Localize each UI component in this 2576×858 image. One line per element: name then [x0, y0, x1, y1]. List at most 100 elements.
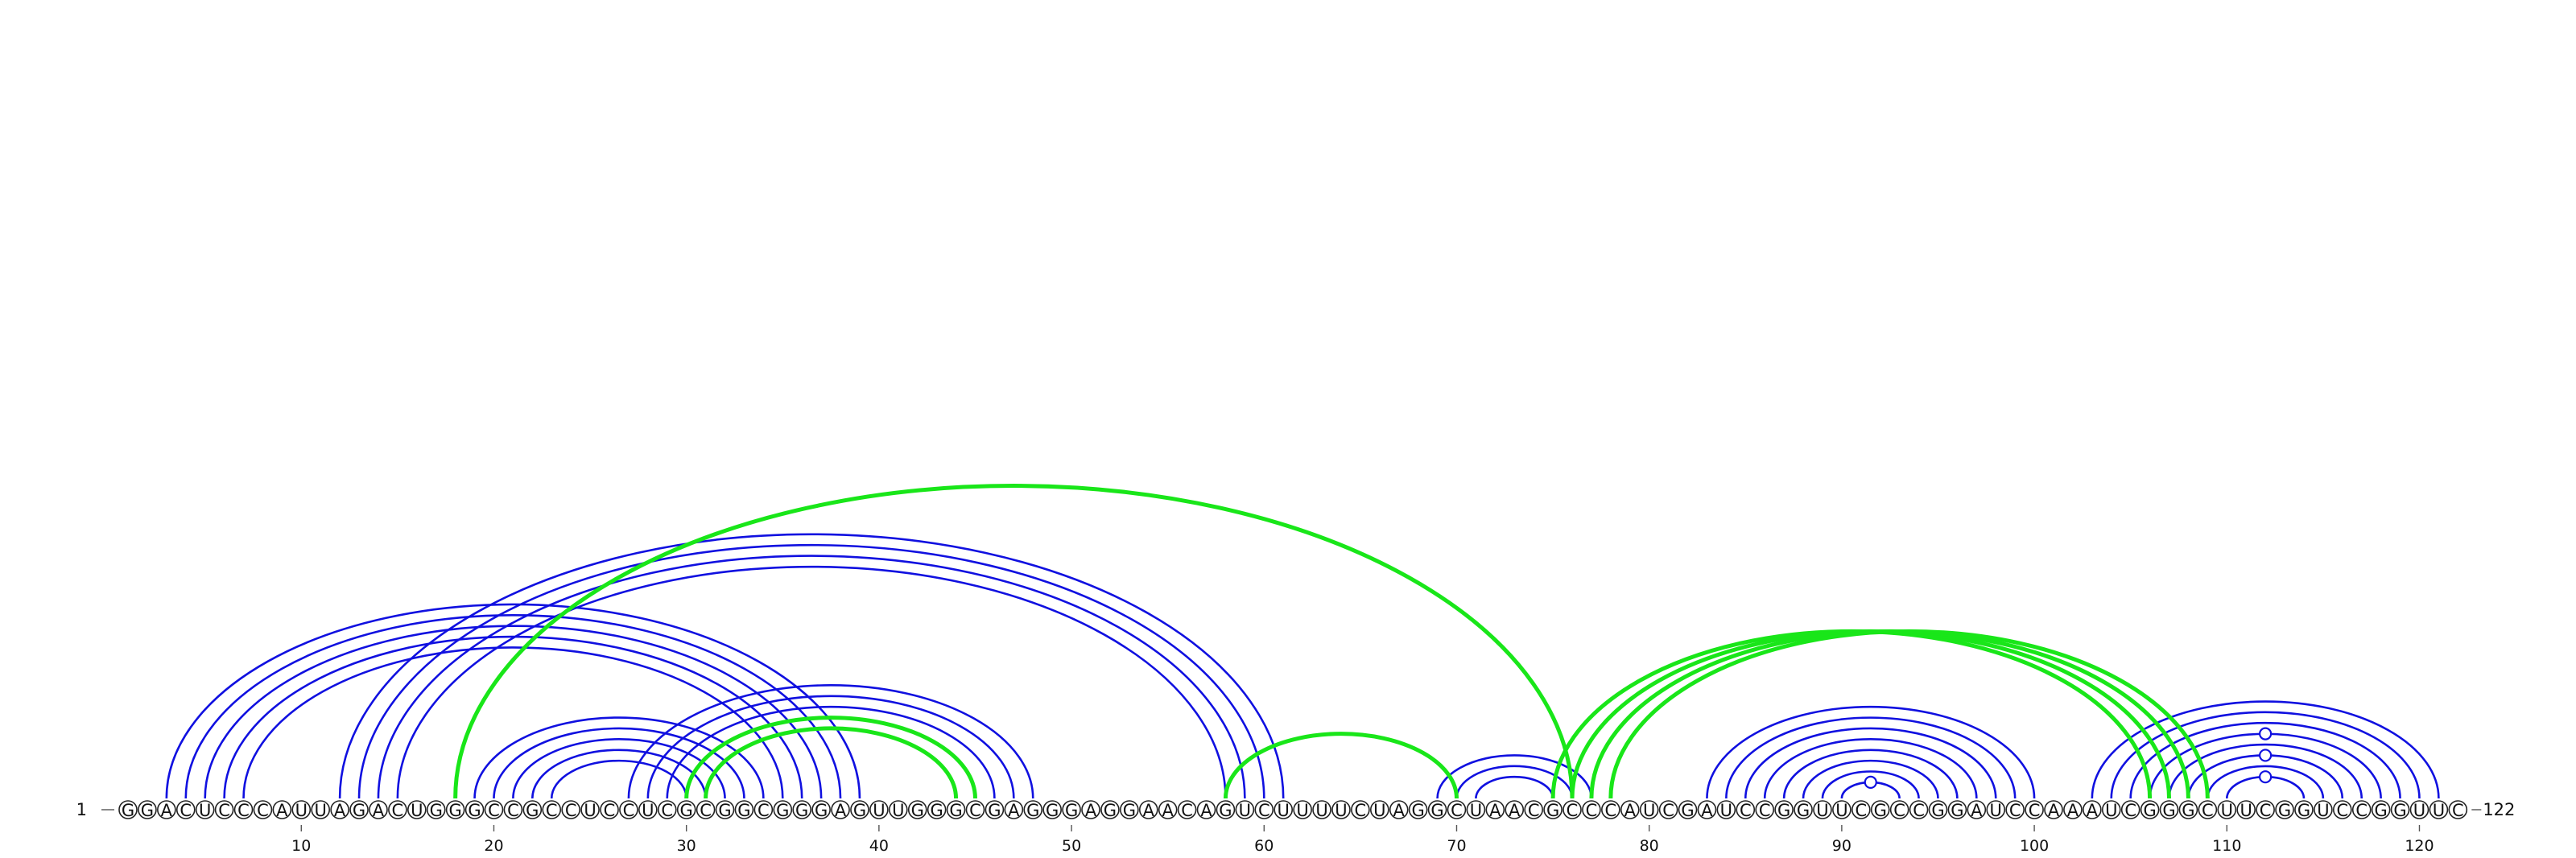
base-pair-arc: [1744, 727, 1997, 799]
nucleotide-letter: U: [1470, 801, 1482, 820]
nucleotide-letter: U: [642, 801, 654, 820]
nucleotide-circle: [2390, 800, 2410, 819]
nucleotide-letter: A: [1624, 801, 1637, 820]
sequence-end-label: 122: [2483, 800, 2515, 819]
nucleotide-circle: [291, 800, 312, 819]
nucleotide-letter: C: [392, 801, 404, 820]
nucleotide-letter: A: [1162, 801, 1174, 820]
nucleotide-letter: U: [2413, 801, 2425, 820]
base-pair-arc: [242, 646, 784, 799]
nucleotide-circle: [1601, 800, 1620, 819]
nucleotide-letter: C: [2029, 801, 2041, 820]
nucleotide-letter: G: [2162, 801, 2175, 820]
nucleotide-circle: [407, 800, 427, 819]
nucleotide-letter: C: [1258, 801, 1270, 820]
base-pair-arc: [1725, 716, 2017, 799]
base-pair-arc: [338, 533, 1285, 799]
nucleotide-circle: [464, 800, 485, 819]
nucleotide-circle: [1697, 800, 1717, 819]
nucleotide-letter: A: [2087, 801, 2099, 820]
nucleotide-letter: U: [295, 801, 308, 820]
nucleotide-letter: C: [2009, 801, 2021, 820]
base-pair-arc: [396, 565, 1227, 799]
nucleotide-letter: U: [1278, 801, 1290, 820]
nucleotide-circle: [484, 800, 504, 819]
tick-label: 30: [677, 837, 696, 855]
nucleotide-circle: [1293, 800, 1312, 819]
nucleotide-letter: U: [1990, 801, 2002, 820]
nucleotide-letter: C: [700, 801, 712, 820]
nucleotide-circle: [561, 800, 580, 819]
tick-label: 20: [484, 837, 503, 855]
nucleotide-letter: U: [584, 801, 596, 820]
sequence-start-label: 1: [76, 800, 87, 819]
nucleotide-circle: [2256, 800, 2275, 819]
nucleotide-letter: C: [1567, 801, 1579, 820]
nucleotide-circle: [869, 800, 889, 819]
nucleotide-letter: C: [237, 801, 250, 820]
base-pair-arc: [184, 614, 842, 799]
nucleotide-circle: [946, 800, 966, 819]
base-pair-arc: [2110, 711, 2421, 799]
alternative-pair-arc: [1570, 629, 2172, 799]
nucleotide-letter: G: [468, 801, 481, 820]
nucleotide-circle: [1909, 800, 1929, 819]
nucleotide-letter: G: [122, 801, 134, 820]
nucleotide-letter: G: [1951, 801, 1963, 820]
nucleotide-letter: G: [1411, 801, 1424, 820]
nucleotide-letter: G: [1123, 801, 1136, 820]
nucleotide-letter: U: [1315, 801, 1327, 820]
nucleotide-circle: [1100, 800, 1120, 819]
nucleotide-letter: U: [1239, 801, 1251, 820]
base-pair-arc: [1821, 770, 1920, 799]
nucleotide-circle: [792, 800, 812, 819]
nucleotide-letter: G: [1219, 801, 1232, 820]
nucleotide-circle: [233, 800, 254, 819]
nucleotide-letter: A: [1701, 801, 1713, 820]
alternative-pair-arc: [1608, 629, 2210, 799]
nucleotide-circle: [1466, 800, 1486, 819]
nucleotide-circle: [1062, 800, 1081, 819]
nucleotide-letter: U: [2221, 801, 2233, 820]
nucleotide-circle: [1582, 800, 1601, 819]
nucleotide-circle: [889, 800, 908, 819]
tick-label: 90: [1832, 837, 1852, 855]
base-pair-arc: [357, 543, 1265, 799]
nucleotide-circle: [311, 800, 331, 819]
nucleotide-letter: U: [2105, 801, 2117, 820]
nucleotide-letter: G: [1065, 801, 1078, 820]
nucleotide-circle: [1543, 800, 1563, 819]
alternative-pair-arc: [704, 726, 959, 799]
nucleotide-letter: G: [1797, 801, 1810, 820]
nucleotide-letter: C: [758, 801, 770, 820]
nucleotide-letter: A: [1143, 801, 1155, 820]
nucleotide-circle: [619, 800, 638, 819]
nucleotide-circle: [2025, 800, 2044, 819]
nucleotide-circle: [1042, 800, 1062, 819]
nucleotide-circle: [1408, 800, 1428, 819]
nucleotide-circle: [1370, 800, 1389, 819]
nucleotide-circle: [1023, 800, 1043, 819]
nucleotide-letter: G: [795, 801, 808, 820]
nucleotide-letter: G: [988, 801, 1001, 820]
nucleotide-circle: [330, 800, 349, 819]
nucleotide-letter: C: [488, 801, 500, 820]
nucleotide-letter: A: [1200, 801, 1212, 820]
nucleotide-circle: [1505, 800, 1525, 819]
nucleotide-circle: [2101, 800, 2121, 819]
nucleotide-circle: [676, 800, 696, 819]
nucleotide-circle: [753, 800, 774, 819]
arc-layer: [165, 484, 2440, 799]
nucleotide-circle: [1524, 800, 1543, 819]
nucleotide-letter: G: [1046, 801, 1059, 820]
nucleotide-letter: U: [315, 801, 327, 820]
alternative-pair-arc: [1223, 732, 1459, 799]
nucleotide-circle: [2236, 800, 2256, 819]
nucleotide-letter: U: [1373, 801, 1385, 820]
nucleotide-letter: U: [1720, 801, 1732, 820]
nucleotide-letter: G: [1104, 801, 1117, 820]
nucleotide-letter: G: [1430, 801, 1443, 820]
nucleotide-circle: [2159, 800, 2179, 819]
nucleotide-circle: [2140, 800, 2160, 819]
